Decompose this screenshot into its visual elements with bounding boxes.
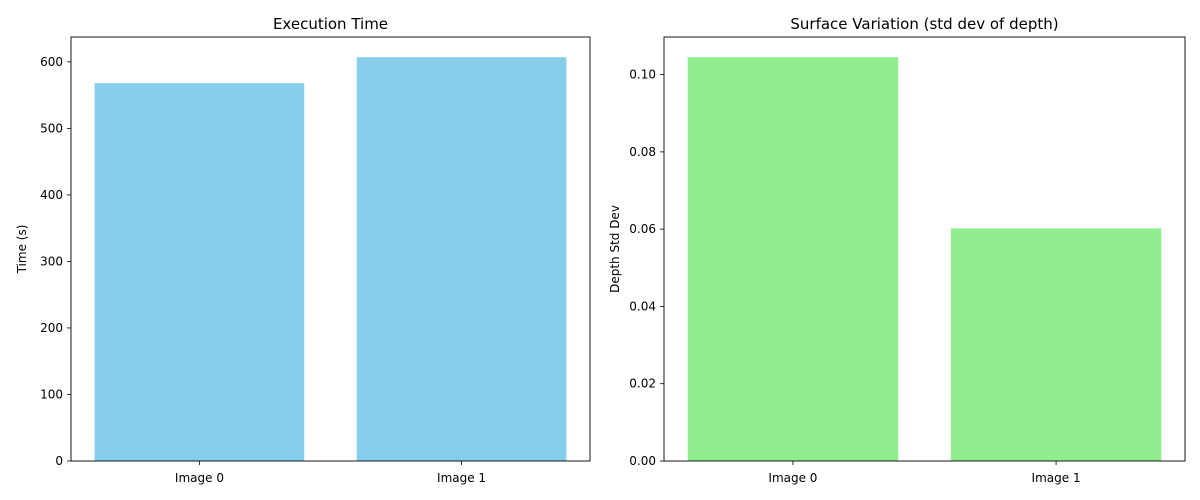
y-tick-label: 0.04: [629, 299, 656, 313]
y-tick-label: 400: [40, 188, 63, 202]
surface-variation-chart: Surface Variation (std dev of depth) Dep…: [608, 15, 1186, 485]
y-tick-label: 600: [40, 55, 63, 69]
x-tick-label: Image 0: [175, 471, 224, 485]
axes-frame: [663, 36, 1186, 462]
y-tick-label: 500: [40, 121, 63, 135]
y-tick-label: 0.08: [629, 145, 656, 159]
x-tick-label: Image 1: [437, 471, 486, 485]
x-tick-label: Image 1: [1032, 471, 1081, 485]
y-tick-label: 100: [40, 387, 63, 401]
y-axis-label: Depth Std Dev: [608, 205, 622, 293]
axes-frame: [70, 36, 591, 462]
y-tick-label: 0.10: [629, 68, 656, 82]
bar: [687, 57, 899, 462]
execution-time-chart: Execution Time Time (s) Image 0 Image 1 0 1…: [15, 15, 591, 485]
bar: [356, 57, 567, 461]
y-tick-label: 200: [40, 321, 63, 335]
bar: [94, 83, 305, 461]
y-tick-label: 0.00: [629, 454, 656, 468]
chart-title: Surface Variation (std dev of depth): [790, 15, 1058, 33]
y-tick-label: 0.02: [629, 377, 656, 391]
y-tick-label: 0: [55, 454, 63, 468]
y-tick-label: 0.06: [629, 222, 656, 236]
x-tick-label: Image 0: [768, 471, 817, 485]
y-axis-label: Time (s): [15, 225, 29, 275]
chart-title: Execution Time: [273, 15, 388, 33]
bar: [950, 228, 1162, 461]
y-tick-label: 300: [40, 254, 63, 268]
